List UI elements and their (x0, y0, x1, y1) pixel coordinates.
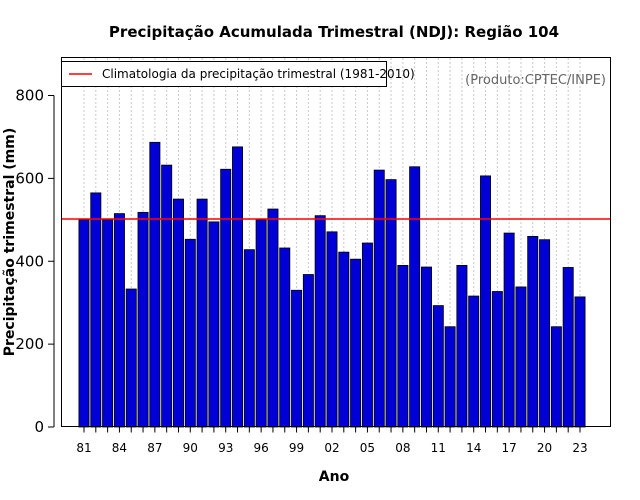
bar-03 (338, 251, 350, 428)
x-tick-label: 02 (324, 441, 339, 455)
bar-09 (409, 166, 421, 428)
bar-89 (172, 198, 184, 428)
bar-00 (302, 274, 314, 428)
bar-18 (515, 286, 527, 428)
y-axis-title: Precipitação trimestral (mm) (2, 128, 18, 356)
bar-07 (385, 179, 397, 428)
bar-92 (208, 221, 220, 428)
x-tick-label: 05 (360, 441, 375, 455)
bar-85 (125, 288, 137, 428)
bar-23 (574, 296, 586, 428)
bar-19 (527, 235, 539, 428)
bar-82 (90, 192, 102, 428)
bar-83 (102, 219, 114, 428)
y-tick-label: 600 (15, 169, 44, 187)
x-axis: 81 84 87 90 93 96 99 02 05 08 11 14 17 20 23 (76, 426, 588, 455)
x-tick-label: 17 (502, 441, 517, 455)
bar-08 (397, 264, 409, 428)
y-tick-label: 400 (15, 252, 44, 270)
bar-21 (550, 326, 562, 428)
x-tick-label: 96 (254, 441, 269, 455)
x-tick-label: 81 (76, 441, 91, 455)
bar-14 (468, 295, 480, 428)
y-tick-label: 200 (15, 335, 44, 353)
x-tick-label: 20 (537, 441, 552, 455)
y-tick-label: 0 (34, 418, 44, 436)
bar-10 (420, 266, 432, 428)
legend-box (61, 61, 387, 87)
bar-81 (78, 219, 90, 428)
bar-88 (161, 164, 173, 428)
bar-12 (444, 326, 456, 428)
bar-05 (361, 242, 373, 428)
x-tick-label: 93 (218, 441, 233, 455)
bar-96 (255, 219, 267, 428)
x-axis-title: Ano (319, 469, 350, 485)
bar-series (78, 141, 586, 428)
bar-11 (432, 305, 444, 428)
bar-97 (267, 208, 279, 428)
x-tick-label: 99 (289, 441, 304, 455)
y-axis: 0 200 400 600 800 (15, 87, 55, 436)
x-tick-label: 87 (147, 441, 162, 455)
source-note: (Produto:CPTEC/INPE) (465, 73, 606, 88)
x-tick-label: 08 (395, 441, 410, 455)
bar-93 (220, 168, 232, 428)
bar-91 (196, 198, 208, 428)
bar-13 (456, 264, 468, 428)
x-tick-label: 23 (572, 441, 587, 455)
bar-16 (491, 291, 503, 428)
x-tick-label: 84 (112, 441, 127, 455)
bar-22 (562, 267, 574, 428)
bar-01 (314, 215, 326, 428)
bar-94 (232, 146, 244, 428)
bar-15 (480, 175, 492, 428)
x-tick-label: 11 (431, 441, 446, 455)
x-tick-label: 14 (466, 441, 481, 455)
bar-95 (243, 249, 255, 428)
y-tick-label: 800 (15, 87, 44, 105)
bar-20 (539, 239, 551, 428)
bar-04 (350, 258, 362, 428)
bar-17 (503, 232, 515, 428)
bar-02 (326, 231, 338, 428)
bar-86 (137, 211, 149, 428)
x-tick-label: 90 (183, 441, 198, 455)
bar-98 (279, 247, 291, 428)
bar-99 (291, 289, 303, 428)
bar-90 (184, 238, 196, 428)
bar-06 (373, 169, 385, 428)
legend: Climatologia da precipitação trimestral … (61, 61, 415, 87)
legend-label: Climatologia da precipitação trimestral … (102, 67, 415, 81)
chart-title: Precipitação Acumulada Trimestral (NDJ):… (109, 23, 559, 41)
bar-87 (149, 141, 161, 428)
bar-84 (113, 213, 125, 428)
